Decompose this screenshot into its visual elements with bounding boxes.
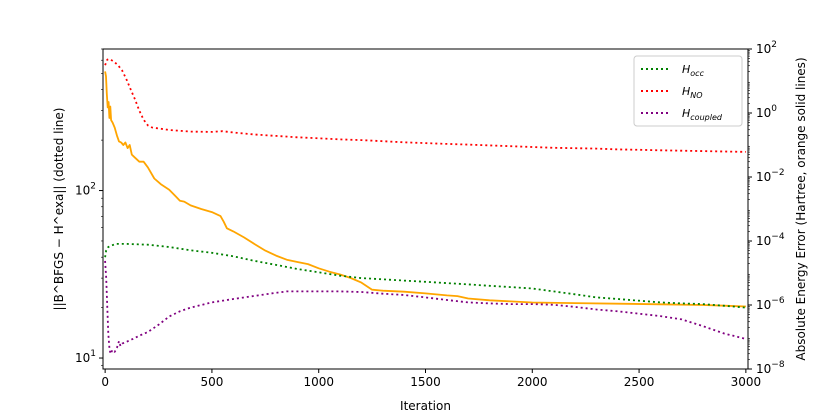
x-tick-label: 2500 (624, 375, 655, 389)
series-layer (104, 58, 747, 355)
x-tick-label: 1500 (410, 375, 441, 389)
right-tick-label: 10−2 (756, 168, 785, 184)
x-tick-label: 2000 (517, 375, 548, 389)
left-axis-label: ||B^BFGS − H^exa|| (dotted line) (52, 108, 66, 311)
right-tick-label: 10−4 (756, 232, 785, 248)
right-tick-label: 10−8 (756, 360, 785, 376)
right-tick-label: 10−6 (756, 296, 785, 312)
left-tick-label: 102 (75, 182, 96, 198)
series-line-h-coupled (104, 260, 747, 355)
left-tick-label: 101 (75, 349, 96, 365)
right-tick-label: 100 (756, 104, 777, 120)
ticks-layer: 0 500 1000 1500 2000 2500 3000 101 102 10−8 10−6 10… (75, 40, 785, 389)
legend-label-h-occ: Hocc (682, 63, 705, 78)
legend: Hocc HNO Hcoupled (633, 55, 743, 127)
legend-label-h-no: HNO (682, 85, 703, 100)
right-tick-label: 102 (756, 40, 777, 56)
legend-label-h-coupled: Hcoupled (682, 107, 723, 122)
series-line-h-occ (104, 243, 746, 309)
x-tick-label: 1000 (303, 375, 334, 389)
x-tick-label: 0 (101, 375, 109, 389)
x-tick-label: 500 (200, 375, 223, 389)
legend-box (633, 55, 743, 127)
series-line-absolute-energy-error (104, 71, 746, 308)
x-tick-label: 3000 (731, 375, 762, 389)
right-axis-label: Absolute Energy Error (Hartree, orange s… (794, 57, 808, 360)
x-axis-label: Iteration (400, 399, 451, 413)
